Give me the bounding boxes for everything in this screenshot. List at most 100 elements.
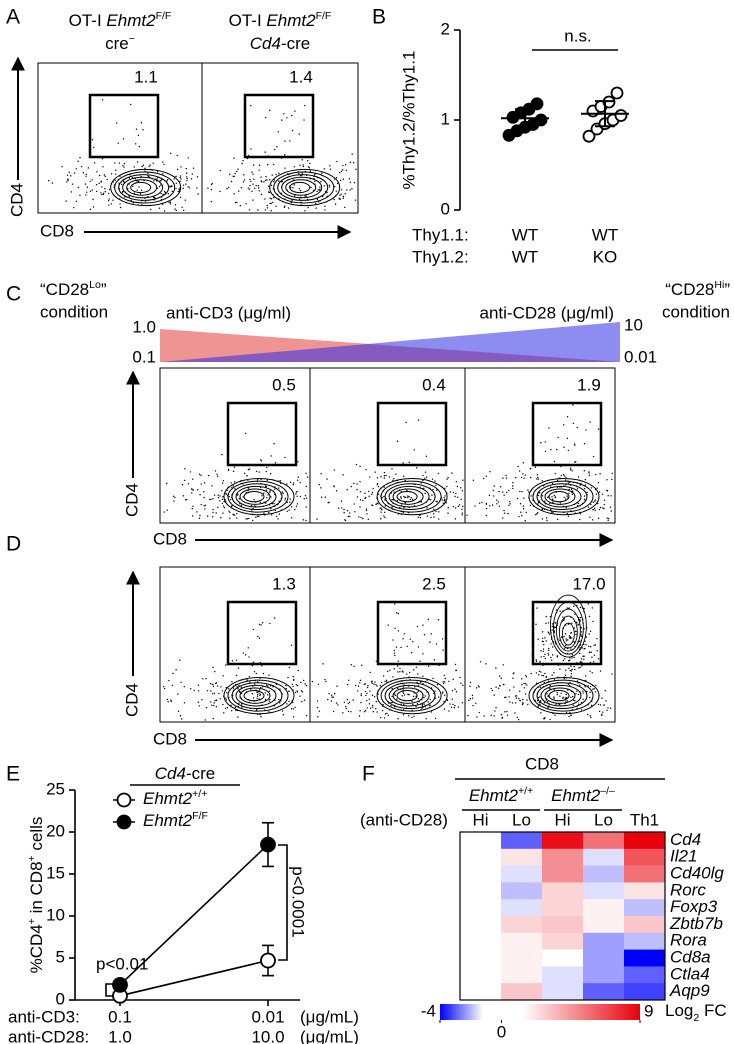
- event-dot: [508, 504, 510, 507]
- event-dot: [556, 448, 558, 451]
- event-dot: [292, 484, 294, 486]
- column-header-part: Ehmt2: [106, 11, 156, 30]
- event-dot: [402, 686, 405, 688]
- event-dot: [222, 505, 225, 507]
- event-dot: [296, 495, 298, 498]
- event-dot: [290, 186, 292, 189]
- event-dot: [166, 180, 168, 182]
- heatmap-cell: [460, 949, 502, 967]
- event-dot: [592, 509, 594, 511]
- event-dot: [95, 184, 98, 186]
- event-dot: [344, 206, 346, 209]
- event-dot: [498, 490, 500, 493]
- event-dot: [488, 494, 491, 497]
- event-dot: [213, 692, 216, 694]
- event-dot: [498, 687, 500, 690]
- event-dot: [291, 199, 293, 201]
- event-dot: [529, 476, 532, 479]
- column-header-part: Ehmt2: [266, 11, 316, 30]
- event-dot: [383, 495, 385, 498]
- event-dot: [223, 501, 225, 503]
- event-dot: [317, 683, 320, 685]
- event-dot: [226, 188, 228, 190]
- heatmap-cell: [624, 916, 666, 934]
- event-dot: [270, 210, 272, 212]
- event-dot: [540, 712, 542, 714]
- event-dot: [424, 695, 426, 697]
- heatmap-cell: [460, 865, 502, 883]
- event-dot: [79, 194, 81, 196]
- event-dot: [572, 704, 574, 707]
- event-dot: [424, 477, 426, 479]
- event-dot: [591, 656, 593, 658]
- event-dot: [234, 172, 236, 175]
- gene-label: Cd8a: [670, 947, 711, 966]
- cd28-label: anti-CD28 (μg/ml): [480, 303, 615, 322]
- event-dot: [205, 677, 207, 680]
- event-dot: [563, 475, 566, 477]
- event-dot: [199, 494, 201, 496]
- event-dot: [179, 176, 181, 179]
- event-dot: [305, 684, 308, 687]
- event-dot: [342, 195, 345, 198]
- event-dot: [511, 702, 514, 704]
- event-dot: [469, 681, 472, 684]
- heatmap-cell: [542, 832, 584, 850]
- event-dot: [540, 656, 542, 658]
- contour: [239, 687, 271, 704]
- event-dot: [168, 201, 170, 204]
- event-dot: [371, 704, 374, 707]
- event-dot: [583, 470, 586, 472]
- event-dot: [342, 474, 344, 476]
- event-dot: [571, 637, 573, 639]
- gate-percent: 1.9: [577, 375, 601, 394]
- event-dot: [469, 685, 471, 687]
- event-dot: [580, 658, 583, 660]
- event-dot: [181, 718, 183, 720]
- event-dot: [305, 519, 307, 522]
- event-dot: [212, 683, 214, 686]
- event-dot: [231, 505, 233, 507]
- event-dot: [569, 657, 571, 659]
- event-dot: [369, 690, 371, 692]
- event-dot: [300, 690, 303, 692]
- contour: [380, 480, 442, 513]
- event-dot: [340, 189, 343, 191]
- heatmap-cell: [460, 966, 502, 984]
- event-dot: [523, 682, 525, 685]
- event-dot: [565, 638, 567, 640]
- event-dot: [462, 684, 464, 687]
- event-dot: [541, 480, 544, 482]
- event-dot: [527, 489, 529, 491]
- gene-label: Rorc: [670, 880, 706, 899]
- event-dot: [276, 146, 278, 148]
- event-dot: [394, 654, 396, 657]
- event-dot: [450, 706, 453, 708]
- event-dot: [367, 518, 369, 521]
- event-dot: [590, 503, 592, 506]
- event-dot: [204, 719, 206, 721]
- event-dot: [595, 684, 597, 686]
- event-dot: [597, 428, 600, 430]
- colorbar: [440, 1004, 640, 1020]
- event-dot: [567, 660, 570, 662]
- contour: [536, 682, 588, 710]
- event-dot: [335, 490, 338, 492]
- event-dot: [139, 193, 142, 195]
- event-dot: [207, 474, 210, 477]
- event-dot: [471, 697, 474, 699]
- event-dot: [571, 657, 573, 659]
- event-dot: [563, 677, 566, 680]
- event-dot: [495, 499, 498, 501]
- gene-label: Cd4: [670, 830, 701, 849]
- event-dot: [566, 495, 568, 497]
- event-dot: [196, 176, 199, 178]
- event-dot: [191, 492, 193, 494]
- event-dot: [544, 637, 546, 639]
- event-dot: [261, 181, 263, 183]
- event-dot: [591, 672, 593, 674]
- event-dot: [229, 511, 231, 514]
- event-dot: [376, 502, 378, 504]
- event-dot: [197, 193, 199, 195]
- event-dot: [416, 681, 418, 683]
